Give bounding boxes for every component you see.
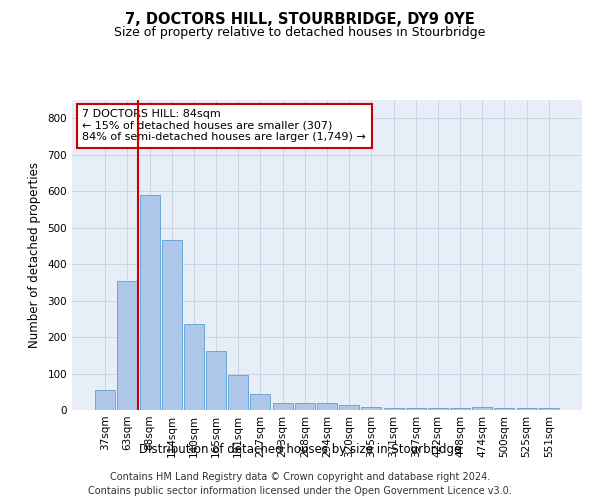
- Bar: [184, 324, 204, 410]
- Bar: [140, 195, 160, 410]
- Bar: [472, 407, 492, 410]
- Text: Contains HM Land Registry data © Crown copyright and database right 2024.: Contains HM Land Registry data © Crown c…: [110, 472, 490, 482]
- Bar: [383, 408, 404, 410]
- Bar: [228, 376, 248, 410]
- Bar: [162, 240, 182, 410]
- Bar: [406, 408, 426, 410]
- Y-axis label: Number of detached properties: Number of detached properties: [28, 162, 41, 348]
- Bar: [95, 390, 115, 410]
- Bar: [118, 280, 137, 410]
- Text: Contains public sector information licensed under the Open Government Licence v3: Contains public sector information licen…: [88, 486, 512, 496]
- Bar: [517, 408, 536, 410]
- Text: 7 DOCTORS HILL: 84sqm
← 15% of detached houses are smaller (307)
84% of semi-det: 7 DOCTORS HILL: 84sqm ← 15% of detached …: [82, 110, 366, 142]
- Bar: [317, 403, 337, 410]
- Text: 7, DOCTORS HILL, STOURBRIDGE, DY9 0YE: 7, DOCTORS HILL, STOURBRIDGE, DY9 0YE: [125, 12, 475, 28]
- Bar: [250, 394, 271, 410]
- Bar: [272, 402, 293, 410]
- Bar: [494, 408, 514, 410]
- Bar: [450, 408, 470, 410]
- Bar: [339, 406, 359, 410]
- Bar: [295, 403, 315, 410]
- Bar: [428, 408, 448, 410]
- Text: Size of property relative to detached houses in Stourbridge: Size of property relative to detached ho…: [115, 26, 485, 39]
- Bar: [539, 408, 559, 410]
- Text: Distribution of detached houses by size in Stourbridge: Distribution of detached houses by size …: [139, 442, 461, 456]
- Bar: [206, 350, 226, 410]
- Bar: [361, 408, 382, 410]
